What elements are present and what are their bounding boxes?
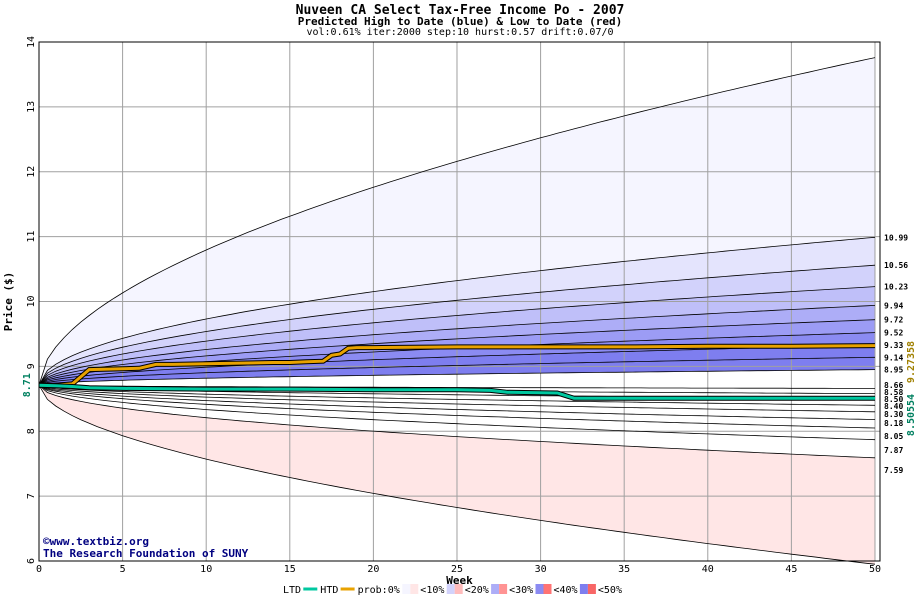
chart-subtitle: Predicted High to Date (blue) & Low to D…: [297, 15, 623, 28]
x-tick-label: 45: [785, 564, 797, 575]
contour-line: [38, 264, 876, 386]
y-tick-label: 14: [26, 36, 37, 48]
series-lines: [38, 343, 876, 401]
high-prob-band: [39, 286, 875, 386]
chart-parameters: vol:0.61% iter:2000 step:10 hurst:0.57 d…: [306, 27, 614, 38]
y-tick-label: 7: [26, 493, 37, 499]
x-tick-label: 50: [869, 564, 881, 575]
low-band-label: 8.18: [884, 419, 903, 428]
high-prob-band: [39, 319, 875, 386]
plot-frame: [38, 41, 881, 562]
legend-swatch-red: [410, 584, 419, 594]
high-band-label: 9.52: [884, 329, 903, 338]
legend-swatch-red: [454, 584, 463, 594]
y-tick-label: 13: [26, 101, 37, 113]
contour-line: [38, 384, 876, 413]
x-tick-label: 0: [36, 564, 42, 575]
high-band-label: 9.14: [884, 353, 903, 362]
low-band-label: 8.30: [884, 410, 903, 419]
legend-ltd-label: LTD: [283, 585, 301, 596]
x-tick-label: 20: [367, 564, 379, 575]
legend-swatch-blue: [491, 584, 500, 594]
high-band-label: 10.23: [884, 283, 908, 292]
high-band-label: 9.94: [884, 301, 903, 310]
x-tick-label: 10: [200, 564, 212, 575]
x-tick-label: 40: [702, 564, 714, 575]
legend-swatch-red: [543, 584, 552, 594]
y-axis-label: Price ($): [2, 272, 15, 332]
legend-prob-prefix: prob:0%: [358, 585, 400, 596]
htd-final-label: 9.27358: [906, 341, 917, 383]
y-tick-label: 12: [26, 166, 37, 178]
legend-bin-label: <50%: [598, 585, 622, 596]
high-band-label: 8.95: [884, 366, 903, 375]
x-axis-label: Week: [446, 574, 473, 587]
legend-bin-label: <30%: [509, 585, 533, 596]
contour-line: [38, 384, 876, 459]
contour-line: [38, 384, 876, 420]
low-band-label: 8.05: [884, 432, 903, 441]
high-prob-band: [39, 305, 875, 386]
low-band-label: 8.50: [884, 395, 903, 404]
chart-legend: LTD HTD prob:0% <10% <20% <30% <40% <50%: [283, 584, 622, 596]
legend-bin-label: <20%: [465, 585, 489, 596]
contour-line: [38, 236, 876, 386]
credit-foundation: The Research Foundation of SUNY: [43, 547, 249, 560]
legend-swatch-blue: [402, 584, 411, 594]
x-tick-label: 35: [618, 564, 630, 575]
start-price-label: 8.71: [22, 373, 33, 397]
contour-line: [38, 305, 876, 386]
contour-line: [38, 319, 876, 386]
legend-swatch-blue: [535, 584, 544, 594]
contour-line: [38, 384, 876, 429]
high-band-label: 9.72: [884, 316, 903, 325]
legend-swatch-blue: [446, 584, 455, 594]
y-tick-label: 8: [26, 428, 37, 434]
y-tick-label: 11: [26, 231, 37, 243]
legend-swatch-blue: [579, 584, 588, 594]
y-tick-label: 10: [26, 295, 37, 307]
contour-line: [38, 384, 876, 565]
contour-line: [38, 384, 876, 406]
htd-line: [39, 344, 876, 387]
contour-line: [38, 356, 876, 386]
ltd-final-label: 8.50554: [906, 394, 917, 436]
x-tick-label: 30: [535, 564, 547, 575]
high-prob-band: [39, 265, 875, 386]
legend-htd-label: HTD: [320, 585, 338, 596]
chart-title: Nuveen CA Select Tax-Free Income Po - 20…: [295, 3, 625, 18]
legend-swatch-red: [587, 584, 596, 594]
legend-bin-label: <10%: [420, 585, 444, 596]
low-band-label: 8.66: [884, 381, 903, 390]
y-tick-label: 6: [26, 558, 37, 564]
contour-line: [38, 57, 876, 386]
low-band-label: 7.59: [884, 466, 903, 475]
low-band-label: 8.40: [884, 402, 903, 411]
x-tick-label: 15: [284, 564, 296, 575]
high-prob-band: [39, 237, 875, 386]
legend-swatch-red: [499, 584, 508, 594]
band-labels: 10.99 10.56 10.23 9.94 9.72 9.52 9.33 9.14 8.95 8…: [884, 233, 917, 475]
x-tick-label: 5: [120, 564, 126, 575]
x-tick-label: 25: [451, 564, 463, 575]
legend-bin-label: <40%: [554, 585, 578, 596]
high-band-label: 9.33: [884, 341, 903, 350]
contour-line: [38, 286, 876, 386]
low-band-label: 8.58: [884, 388, 903, 397]
high-band-label: 10.56: [884, 261, 908, 270]
low-band-label: 7.87: [884, 446, 903, 455]
credit-website: ©www.textbiz.org: [43, 535, 149, 548]
contour-line: [38, 384, 876, 441]
contour-line: [38, 369, 876, 386]
high-band-label: 10.99: [884, 233, 908, 242]
y-tick-label: 9: [26, 363, 37, 369]
ltd-line: [38, 383, 875, 400]
chart-axes: 0 5 10 15 20 25 30 35 40 45 50 6 7 8 9 10 11 12 13 14 Week Pr…: [2, 36, 881, 587]
